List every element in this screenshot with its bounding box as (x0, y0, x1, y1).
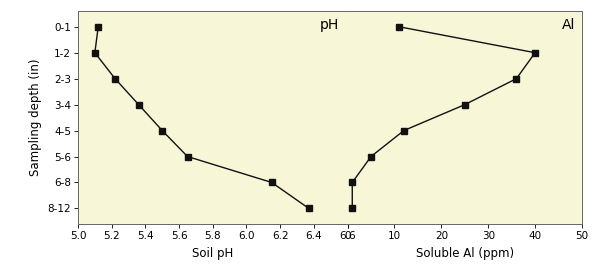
Text: pH: pH (320, 18, 340, 32)
X-axis label: Soil pH: Soil pH (192, 246, 233, 260)
Text: Al: Al (562, 18, 575, 32)
X-axis label: Soluble Al (ppm): Soluble Al (ppm) (416, 246, 514, 260)
Y-axis label: Sampling depth (in): Sampling depth (in) (29, 59, 42, 176)
